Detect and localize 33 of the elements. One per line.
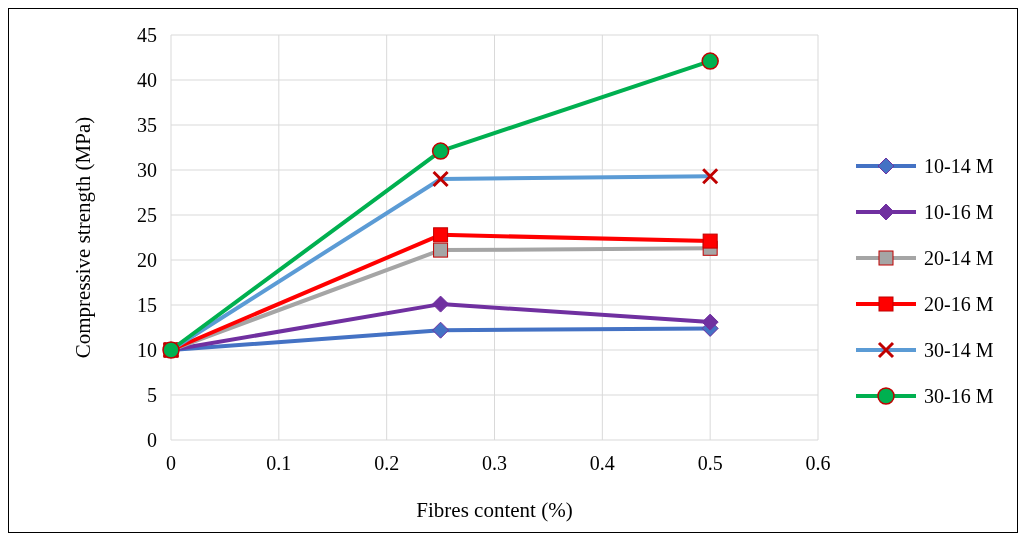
legend-label: 10-16 M xyxy=(924,201,994,223)
y-tick-label: 15 xyxy=(137,294,157,316)
point xyxy=(431,142,450,160)
point xyxy=(433,242,449,258)
x-axis-title: Fibres content (%) xyxy=(416,498,573,522)
legend-label: 30-14 M xyxy=(924,339,994,361)
legend-label: 10-14 M xyxy=(924,155,994,177)
x-tick-label: 0.6 xyxy=(805,452,831,474)
point xyxy=(702,233,718,249)
point xyxy=(701,313,719,331)
point xyxy=(701,52,719,70)
point xyxy=(432,295,450,313)
y-tick-label: 0 xyxy=(147,429,157,451)
y-tick-label: 45 xyxy=(137,24,157,46)
y-axis-title: Compressive strength (MPa) xyxy=(71,116,95,359)
x-tick-label: 0.5 xyxy=(697,452,723,474)
y-tick-label: 40 xyxy=(137,69,157,91)
y-tick-label: 5 xyxy=(147,384,157,406)
x-tick-label: 0.1 xyxy=(266,452,292,474)
x-tick-label: 0.3 xyxy=(482,452,507,474)
y-tick-label: 35 xyxy=(137,114,157,136)
point xyxy=(432,321,450,339)
legend-label: 20-16 M xyxy=(924,293,994,315)
y-tick-label: 10 xyxy=(137,339,157,361)
legend-label: 20-14 M xyxy=(924,247,994,269)
y-tick-label: 25 xyxy=(137,204,157,226)
y-tick-label: 30 xyxy=(137,159,157,181)
x-tick-label: 0 xyxy=(166,452,176,474)
x-tick-label: 0.2 xyxy=(374,452,400,474)
point xyxy=(433,227,449,243)
y-tick-label: 20 xyxy=(137,249,157,271)
legend-label: 30-16 M xyxy=(924,385,994,407)
x-tick-label: 0.4 xyxy=(589,452,615,474)
